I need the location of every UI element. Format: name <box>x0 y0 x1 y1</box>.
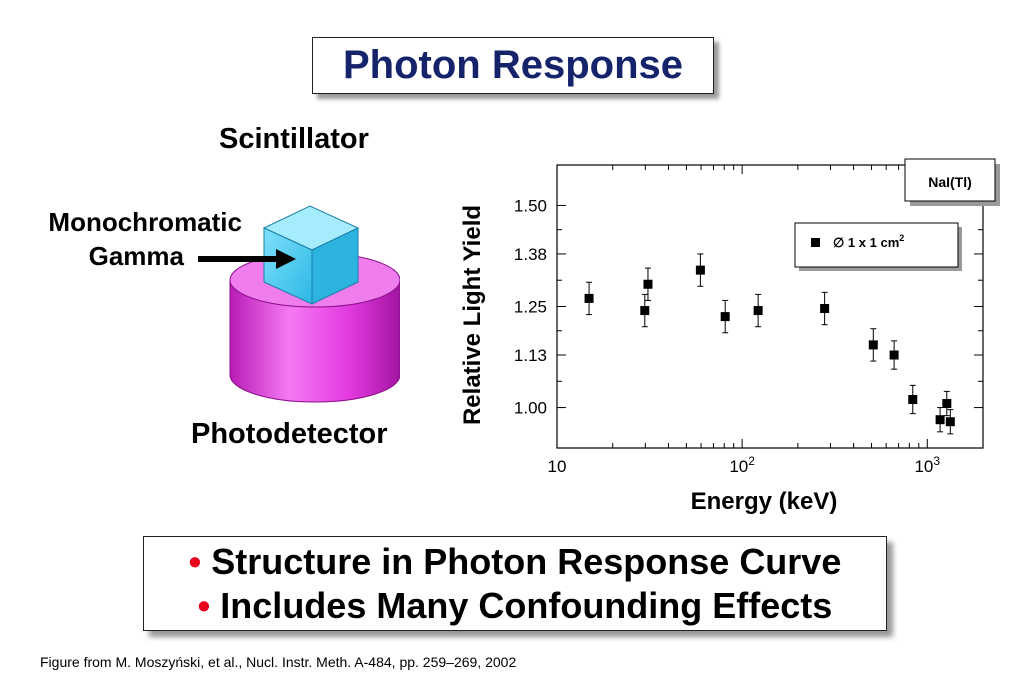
x-tick-base: 10 <box>548 457 567 476</box>
legend-label-sup: 2 <box>899 233 904 243</box>
data-point <box>942 390 952 417</box>
y-tick-label: 1.25 <box>514 298 547 317</box>
data-marker <box>820 304 830 314</box>
legend-box: ∅ 1 x 1 cm2 <box>794 222 962 271</box>
gamma-label-line2: Gamma <box>88 241 184 271</box>
data-marker <box>753 306 763 316</box>
data-point <box>908 384 918 415</box>
scintillator-cube <box>262 205 360 305</box>
data-marker <box>935 415 945 425</box>
x-tick-exponent: 2 <box>748 454 755 468</box>
data-marker <box>640 306 650 316</box>
x-tick-label: 10 <box>548 457 567 476</box>
plot-frame <box>556 164 984 449</box>
legend-label-text: ∅ 1 x 1 cm <box>833 235 899 250</box>
y-tick-labels: 1.50 1.38 1.25 1.13 1.00 <box>514 196 547 417</box>
legend-label: ∅ 1 x 1 cm2 <box>833 233 904 250</box>
legend-marker <box>811 238 820 247</box>
data-marker <box>584 293 594 303</box>
data-point <box>889 340 899 370</box>
x-tick-label: 102 <box>729 454 755 476</box>
data-point <box>945 409 955 435</box>
bullet-dot: • <box>197 584 211 626</box>
y-tick-label: 1.13 <box>514 346 547 365</box>
data-marker <box>643 279 653 289</box>
bullet-text-2: Includes Many Confounding Effects <box>220 584 833 626</box>
x-tick-label: 103 <box>914 454 940 476</box>
data-marker <box>942 399 952 409</box>
detector-illustration <box>198 205 400 403</box>
bullet-text-1: Structure in Photon Response Curve <box>211 540 842 582</box>
light-yield-chart: Relative Light Yield Energy (keV) 1.501.… <box>459 158 1000 515</box>
data-point <box>640 293 650 328</box>
y-axis-label: Relative Light Yield <box>459 205 486 425</box>
scintillator-label: Scintillator <box>219 123 369 155</box>
data-point <box>935 407 945 433</box>
data-point <box>695 253 705 287</box>
photodetector-label: Photodetector <box>191 418 388 450</box>
gamma-arrow <box>198 249 296 269</box>
data-point <box>753 293 763 328</box>
bullet-item: • Includes Many Confounding Effects <box>198 584 833 628</box>
y-tick-label: 1.38 <box>514 245 547 264</box>
x-tick-base: 10 <box>729 457 748 476</box>
x-tick-base: 10 <box>914 457 933 476</box>
x-axis-label: Energy (keV) <box>691 488 838 515</box>
data-point <box>720 299 730 334</box>
material-label-box: NaI(Tl) <box>904 158 1000 206</box>
data-marker <box>720 312 730 322</box>
data-marker <box>908 394 918 404</box>
x-tick-labels: 10 102 103 <box>548 454 941 476</box>
data-point <box>820 291 830 326</box>
data-point <box>584 281 594 316</box>
gamma-label-line1: Monochromatic <box>48 207 242 237</box>
bullet-item: • Structure in Photon Response Curve <box>189 540 842 584</box>
data-marker <box>868 340 878 350</box>
data-point <box>868 328 878 362</box>
footnote: Figure from M. Moszyński, et al., Nucl. … <box>40 654 517 670</box>
axis-ticks <box>556 165 984 448</box>
data-marker <box>889 350 899 360</box>
x-tick-exponent: 3 <box>933 454 940 468</box>
page-title: Photon Response <box>342 43 684 87</box>
data-marker <box>695 265 705 275</box>
bullet-dot: • <box>188 540 202 582</box>
data-point <box>643 267 653 301</box>
data-points <box>584 253 955 435</box>
y-tick-label: 1.50 <box>514 196 547 215</box>
data-marker <box>945 417 955 427</box>
title-box: Photon Response <box>312 37 714 94</box>
material-label: NaI(Tl) <box>928 174 972 190</box>
y-tick-label: 1.00 <box>514 399 547 418</box>
gamma-label: Monochromatic Gamma <box>14 205 242 273</box>
bullet-box: • Structure in Photon Response Curve • I… <box>143 536 887 631</box>
